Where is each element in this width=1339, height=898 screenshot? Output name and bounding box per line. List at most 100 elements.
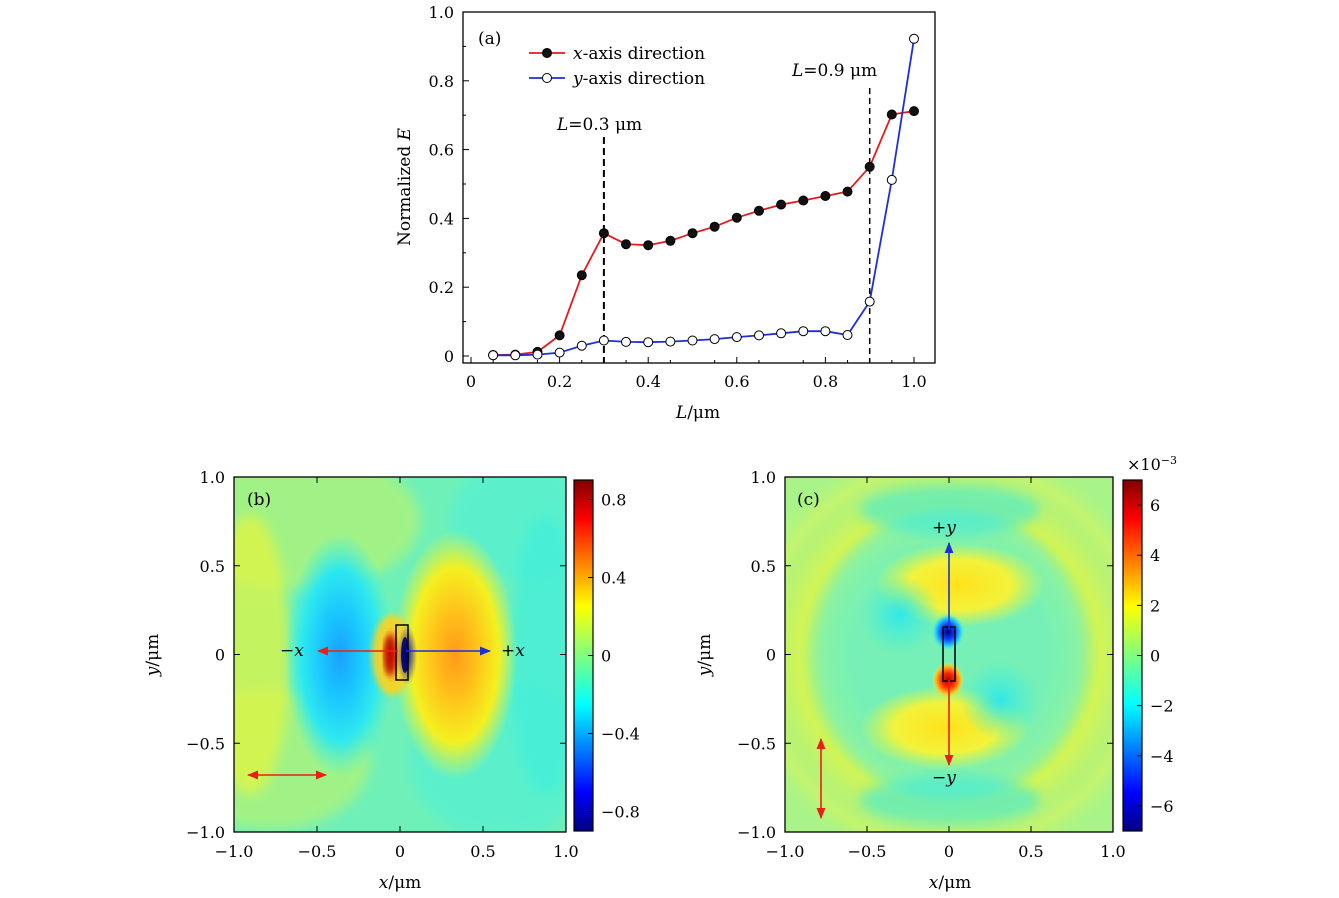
- panel-b-label-minus-x: −x: [280, 641, 304, 661]
- series-0-point: [886, 109, 897, 120]
- panel-c-cb-tick-label: 0: [1150, 647, 1160, 666]
- panel-b-cb-tick-label: 0: [601, 647, 611, 666]
- panel-c-cb-tick-label: −2: [1150, 697, 1174, 716]
- panel-c-ytick-label: 1.0: [751, 468, 776, 487]
- series-1-point: [621, 336, 631, 347]
- series-0-point: [554, 330, 565, 341]
- panel-c-heatmap: [785, 477, 1113, 832]
- series-0-point: [731, 212, 742, 223]
- panel-b-label: (b): [247, 490, 271, 510]
- panel-b-xtick-label: 0.5: [470, 842, 495, 861]
- panel-b-ytick-label: 0.5: [200, 557, 225, 576]
- series-0-point: [621, 239, 631, 250]
- series-1-point: [510, 350, 521, 361]
- panel-c-xtick-label: 0: [944, 842, 954, 861]
- series-0-point: [665, 235, 676, 246]
- series-1-point: [798, 326, 809, 337]
- panel-a-xtick-label: 0.6: [724, 372, 749, 391]
- series-0-point: [842, 186, 853, 197]
- panel-b-cb-tick-label: 0.4: [601, 569, 626, 588]
- series-line-0: [493, 110, 915, 356]
- panel-a-xtick-label: 0.4: [635, 372, 660, 391]
- series-1-point: [886, 174, 897, 185]
- series-0-point: [909, 106, 919, 117]
- series-0-point: [820, 191, 831, 201]
- panel-c-xtick-label: −1.0: [766, 842, 805, 861]
- panel-b-heatmap: [234, 477, 566, 832]
- panel-c-cb-tick-label: −6: [1150, 797, 1174, 816]
- panel-b-cb-tick-label: −0.8: [601, 803, 640, 822]
- panel-b-cb-tick-label: 0.8: [601, 491, 626, 510]
- panel-b-label-plus-x: +x: [501, 641, 525, 661]
- panel-b-nanorod-outline: [395, 624, 409, 681]
- panel-c-label-minus-y: −y: [932, 768, 956, 788]
- panel-c-ytick-label: 0.5: [751, 557, 776, 576]
- panel-c-ytick-label: −1.0: [737, 823, 776, 842]
- panel-b-xtick-label: −1.0: [215, 842, 254, 861]
- panel-b-xtick-label: 1.0: [553, 842, 578, 861]
- panel-b-field-map: −x +x (b) −1.0 −0.5 0 0.5 1.0 −1.0 −0.5 0 0.5 1.0…: [143, 468, 640, 893]
- legend-label-x: x-axis direction: [573, 44, 705, 64]
- panel-c-field-map: +y −y (c) −1.0 −0.5 0 0.5 1.0 −1.0 −0.5 0 0.5 1.0…: [695, 454, 1177, 894]
- panel-b-ylabel: y/μm: [143, 634, 163, 678]
- panel-c-colorbar: [1123, 480, 1142, 831]
- series-0-point: [776, 199, 787, 210]
- panel-a-xtick-label: 1.0: [901, 372, 926, 391]
- panel-a-label: (a): [478, 29, 501, 49]
- panel-b-xtick-label: 0: [395, 842, 405, 861]
- panel-c-xtick-label: −0.5: [848, 842, 887, 861]
- series-1-point: [488, 350, 499, 361]
- series-1-point: [754, 330, 764, 341]
- panel-a-ylabel: Normalized E: [395, 127, 415, 246]
- panel-a-frame: [462, 11, 936, 364]
- legend-marker-x: [542, 48, 552, 58]
- panel-c-xtick-label: 0.5: [1018, 842, 1043, 861]
- panel-c-cb-tick-label: 2: [1150, 596, 1160, 615]
- panel-c-xlabel: x/μm: [929, 873, 972, 893]
- series-1-point: [864, 296, 875, 307]
- series-1-point: [598, 335, 609, 346]
- panel-a-ytick-label: 0.6: [429, 141, 454, 160]
- series-0-point: [576, 270, 587, 281]
- series-1-point: [909, 33, 919, 44]
- panel-a-ytick-label: 0.2: [429, 278, 454, 297]
- panel-b-ytick-label: 1.0: [200, 468, 225, 487]
- panel-c-ylabel: y/μm: [695, 634, 715, 678]
- series-1-point: [687, 335, 698, 346]
- panel-a-xtick-label: 0.2: [547, 372, 572, 391]
- panel-c-ytick-label: 0: [766, 646, 776, 665]
- panel-a-legend: x-axis direction y-axis direction: [529, 44, 705, 89]
- panel-b-cb-tick-label: −0.4: [601, 725, 640, 744]
- panel-b-colorbar: [574, 480, 593, 831]
- series-0-point: [598, 228, 609, 239]
- panel-b-ytick-label: −0.5: [186, 734, 225, 753]
- panel-c-label-plus-y: +y: [932, 518, 956, 538]
- series-0-point: [709, 221, 720, 232]
- series-0-point: [754, 205, 764, 216]
- series-0-point: [864, 161, 875, 172]
- panel-a-ytick-label: 1.0: [429, 3, 454, 22]
- panel-a-xtick-label: 0.8: [813, 372, 838, 391]
- series-1-point: [820, 326, 831, 337]
- panel-a-ytick-label: 0.4: [429, 209, 454, 228]
- legend-label-y: y-axis direction: [572, 69, 705, 89]
- panel-c-colorbar-multiplier: ×10−3: [1127, 454, 1177, 475]
- panel-c-cb-tick-label: −4: [1150, 747, 1174, 766]
- panel-b-xtick-label: −0.5: [298, 842, 337, 861]
- series-0-point: [798, 195, 809, 206]
- series-1-point: [731, 332, 742, 343]
- panel-c-ytick-label: −0.5: [737, 734, 776, 753]
- annotation-l-0-3: L=0.3 μm: [556, 115, 642, 135]
- panel-b-ytick-label: 0: [215, 646, 225, 665]
- series-1-point: [776, 328, 787, 339]
- panel-c-xtick-label: 1.0: [1100, 842, 1125, 861]
- legend-marker-y: [542, 73, 552, 83]
- panel-a-line-chart: 0 0.2 0.4 0.6 0.8 1.0 0 0.2 0.4 0.6 0.8 1.0 (a) x-a…: [395, 3, 936, 423]
- panel-b-xlabel: x/μm: [379, 873, 422, 893]
- panel-a-xtick-label: 0: [466, 372, 476, 391]
- panel-a-ytick-label: 0: [444, 347, 454, 366]
- series-1-point: [576, 340, 587, 351]
- panel-a-ytick-label: 0.8: [429, 72, 454, 91]
